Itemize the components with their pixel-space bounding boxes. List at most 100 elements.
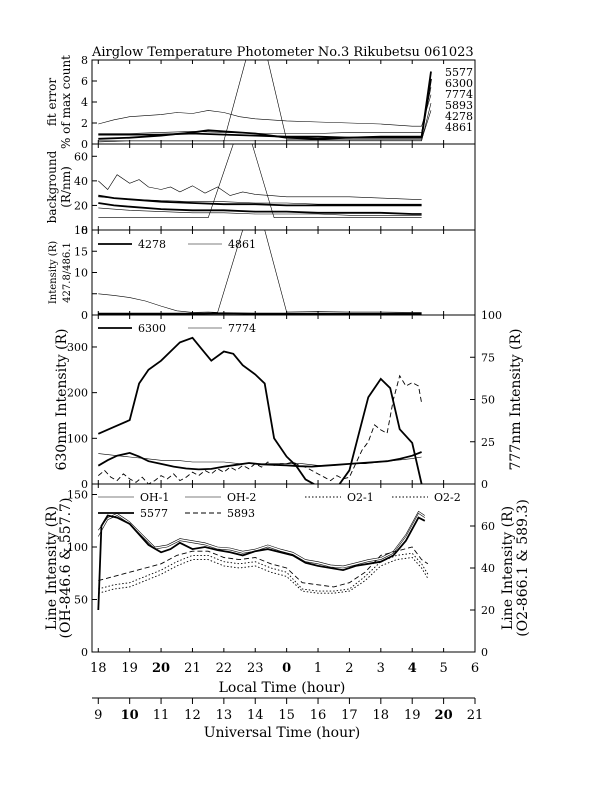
ytick-label: 2 <box>81 117 88 130</box>
wavelength-label: 4278 <box>445 110 473 123</box>
series-dashed-7774 <box>98 374 423 484</box>
ylabel-right2-lines: (O2-866.1 & 589.3) <box>515 499 531 637</box>
panels: 0 2 4 6 8 fit error% of max count 5577 63007774… <box>44 54 531 659</box>
series-7774 <box>98 453 422 466</box>
series-7774 <box>98 87 432 134</box>
x-axes: 18 19 20 21 22 23 0 1 2 3 4 5 69 10 11 12 13 14 15 16 17 18 19… <box>90 661 483 723</box>
wavelength-label: 5577 <box>445 66 473 79</box>
series-5577 <box>98 71 432 139</box>
ut-tick-label: 10 <box>121 708 139 723</box>
wavelength-label: 4861 <box>445 121 473 134</box>
series-group-red <box>97 336 423 484</box>
series-5893 <box>98 94 432 127</box>
series-OH-2 <box>98 510 425 567</box>
ytick-label: 100 <box>67 432 88 445</box>
ut-tick-label: 20 <box>435 708 453 723</box>
ylabel2-bg: (R/nm) <box>59 166 73 208</box>
legend-lines: OH-1 OH-2 5577 5893 O2-1 O2-2 <box>98 491 461 520</box>
ut-tick-label: 9 <box>94 708 102 723</box>
legend-label: 6300 <box>138 322 166 335</box>
series-4278 <box>98 207 422 216</box>
ytick-label: 10 <box>74 267 88 280</box>
ytick-right-label: 60 <box>481 520 495 533</box>
ylabel2-fit: % of max count <box>59 55 73 149</box>
local-tick-label: 0 <box>282 661 291 676</box>
ytick-label: 0 <box>81 224 88 237</box>
ut-tick-label: 16 <box>310 708 327 723</box>
ytick-label: 0 <box>81 646 88 659</box>
ut-tick-label: 21 <box>467 708 484 723</box>
ytick-right-label: 75 <box>481 351 495 364</box>
ytick-label: 0 <box>81 138 88 151</box>
wavelength-label: 6300 <box>445 77 473 90</box>
ytick-label: 6 <box>81 75 88 88</box>
ytick-right-label: 50 <box>481 394 495 407</box>
ytick-label: 100 <box>67 541 88 554</box>
series-thick-right <box>97 336 423 484</box>
legend-label: 5577 <box>140 507 168 520</box>
panel-frame-fit <box>91 59 476 145</box>
ut-tick-label: 17 <box>341 708 358 723</box>
ut-tick-label: 14 <box>247 708 264 723</box>
ytick-label: 200 <box>67 387 88 400</box>
local-tick-label: 4 <box>408 661 417 676</box>
ylabel-right-red: 777nm Intensity (R) <box>508 328 524 470</box>
series-group-int <box>98 230 422 315</box>
panel-frame-red <box>91 314 476 485</box>
local-tick-label: 21 <box>184 661 201 676</box>
series-O2-2 <box>98 557 429 594</box>
ytick-label: 4 <box>81 96 88 109</box>
ylabel2-lines: (OH-846.6 & 557.7) <box>58 498 74 639</box>
series-7774 <box>98 196 422 205</box>
ytick-right-label: 100 <box>481 309 502 322</box>
legend-label: O2-2 <box>434 491 461 504</box>
ytick-label: 150 <box>67 489 88 502</box>
series-O2-1 <box>98 552 429 592</box>
series-6300 <box>97 451 422 471</box>
series-6300 <box>98 78 432 140</box>
ylabel-lines: Line Intensity (R) <box>44 506 60 630</box>
ut-tick-label: 13 <box>216 708 233 723</box>
legend-int: 4278 4861 <box>98 238 256 251</box>
ut-tick-label: 18 <box>373 708 390 723</box>
series-5893 <box>98 546 429 588</box>
ut-tick-label: 19 <box>404 708 421 723</box>
legend-label: O2-1 <box>347 491 374 504</box>
ytick-right-label: 20 <box>481 604 495 617</box>
series-6300 <box>98 202 422 215</box>
local-tick-label: 22 <box>216 661 233 676</box>
local-tick-label: 20 <box>152 661 170 676</box>
ytick-label: 8 <box>81 54 88 67</box>
local-time-label: Local Time (hour) <box>219 680 346 696</box>
local-tick-label: 3 <box>377 661 385 676</box>
legend-red: 6300 7774 <box>98 322 256 335</box>
series-4861 <box>98 230 422 313</box>
series-group-lines <box>97 510 429 611</box>
ytick-right-label: 40 <box>481 562 495 575</box>
local-tick-label: 6 <box>471 661 479 676</box>
ytick-right-label: 0 <box>481 478 488 491</box>
figure-title: Airglow Temperature Photometer No.3 Riku… <box>91 45 474 60</box>
wavelength-label: 5893 <box>445 99 473 112</box>
ytick-label: 60 <box>74 150 88 163</box>
ylabel-right-lines: Line Intensity (R) <box>500 506 516 630</box>
ut-tick-label: 12 <box>184 708 201 723</box>
ytick-label: 50 <box>74 594 88 607</box>
ytick-label: 300 <box>67 341 88 354</box>
ylabel-red: 630nm Intensity (R) <box>54 328 70 470</box>
local-tick-label: 2 <box>345 661 353 676</box>
local-tick-label: 1 <box>314 661 322 676</box>
legend-label: 5893 <box>227 507 255 520</box>
series-4861 <box>98 60 432 143</box>
ytick-label: 20 <box>74 199 88 212</box>
legend-label: OH-2 <box>227 491 256 504</box>
panel-bg: 0 20 40 60 background (R/nm) <box>45 143 476 237</box>
local-tick-label: 5 <box>439 661 447 676</box>
legend-label: OH-1 <box>140 491 169 504</box>
ylabel-fit: fit error <box>45 78 59 126</box>
legend-label: 4278 <box>138 238 166 251</box>
local-tick-label: 18 <box>90 661 107 676</box>
series-group-fit <box>98 60 432 143</box>
